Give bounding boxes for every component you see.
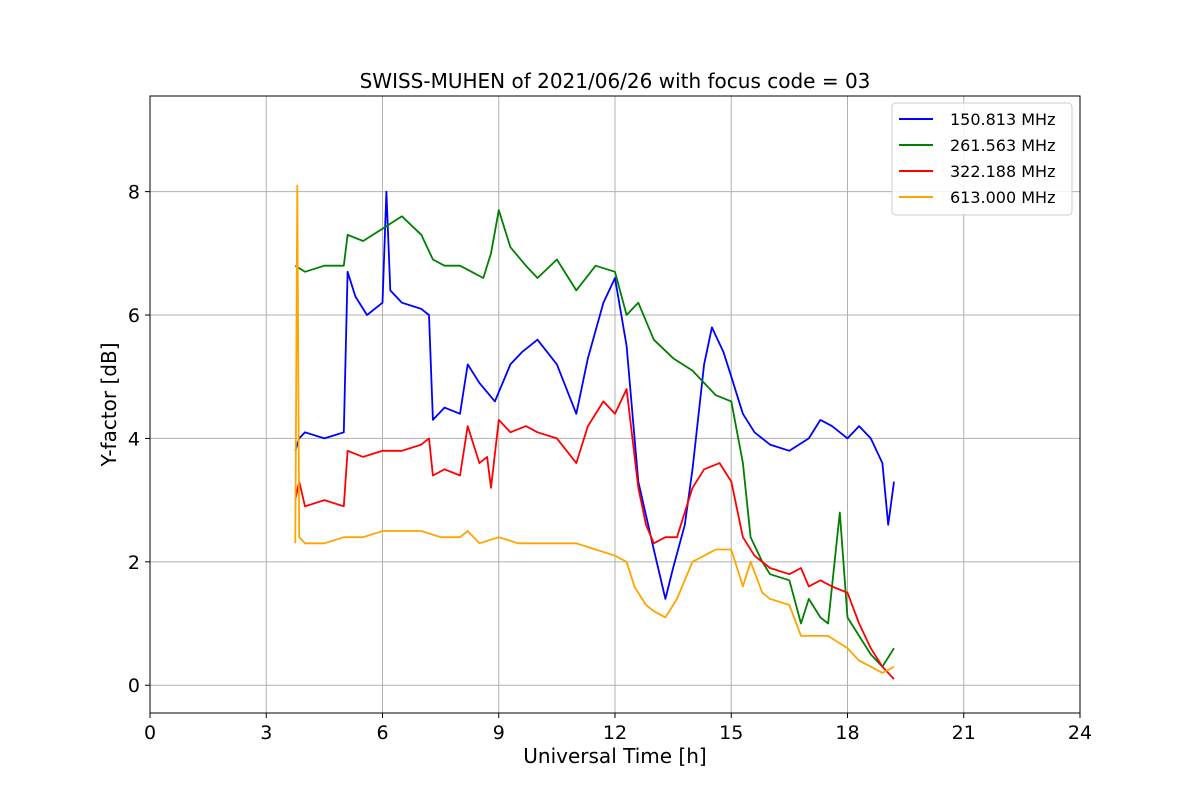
legend-label: 613.000 MHz [950, 188, 1055, 207]
x-tick-label: 6 [376, 722, 388, 744]
legend-box [891, 102, 1073, 216]
x-axis-label: Universal Time [h] [523, 744, 706, 768]
y-tick-label: 4 [128, 428, 140, 450]
series-line-4 [294, 184, 895, 674]
x-tick-label: 15 [719, 722, 743, 744]
x-tick-label: 12 [603, 722, 627, 744]
x-axis: 0 3 6 9 12 15 18 21 24 [144, 713, 1092, 744]
y-tick-label: 2 [128, 552, 140, 574]
chart-title: SWISS-MUHEN of 2021/06/26 with focus cod… [360, 69, 871, 93]
x-tick-label: 9 [493, 722, 505, 744]
x-tick-label: 21 [952, 722, 976, 744]
x-tick-label: 24 [1068, 722, 1092, 744]
y-tick-label: 0 [128, 675, 140, 697]
legend: 150.813 MHz 261.563 MHz 322.188 MHz 613.000… [891, 102, 1073, 216]
y-axis-label: Y-factor [dB] [97, 342, 121, 467]
x-tick-label: 0 [144, 722, 156, 744]
series-line-3 [294, 388, 895, 680]
series-group [294, 184, 895, 680]
y-tick-label: 6 [128, 305, 140, 327]
legend-label: 322.188 MHz [950, 162, 1055, 181]
x-tick-label: 18 [835, 722, 859, 744]
series-line-2 [294, 209, 895, 668]
y-axis: 0 2 4 6 8 [128, 182, 150, 697]
series-line-1 [294, 190, 895, 600]
legend-label: 150.813 MHz [950, 110, 1055, 129]
legend-label: 261.563 MHz [950, 136, 1055, 155]
y-tick-label: 8 [128, 182, 140, 204]
x-tick-label: 3 [260, 722, 272, 744]
